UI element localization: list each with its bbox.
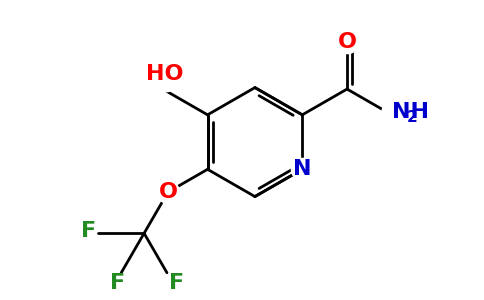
Text: N: N [293,159,312,179]
Text: 2: 2 [407,110,418,125]
Text: F: F [110,273,125,293]
Text: O: O [158,182,178,202]
Text: O: O [337,32,357,52]
Text: F: F [81,221,96,241]
Text: HO: HO [146,64,183,84]
Text: NH: NH [393,102,429,122]
Text: F: F [169,273,184,293]
